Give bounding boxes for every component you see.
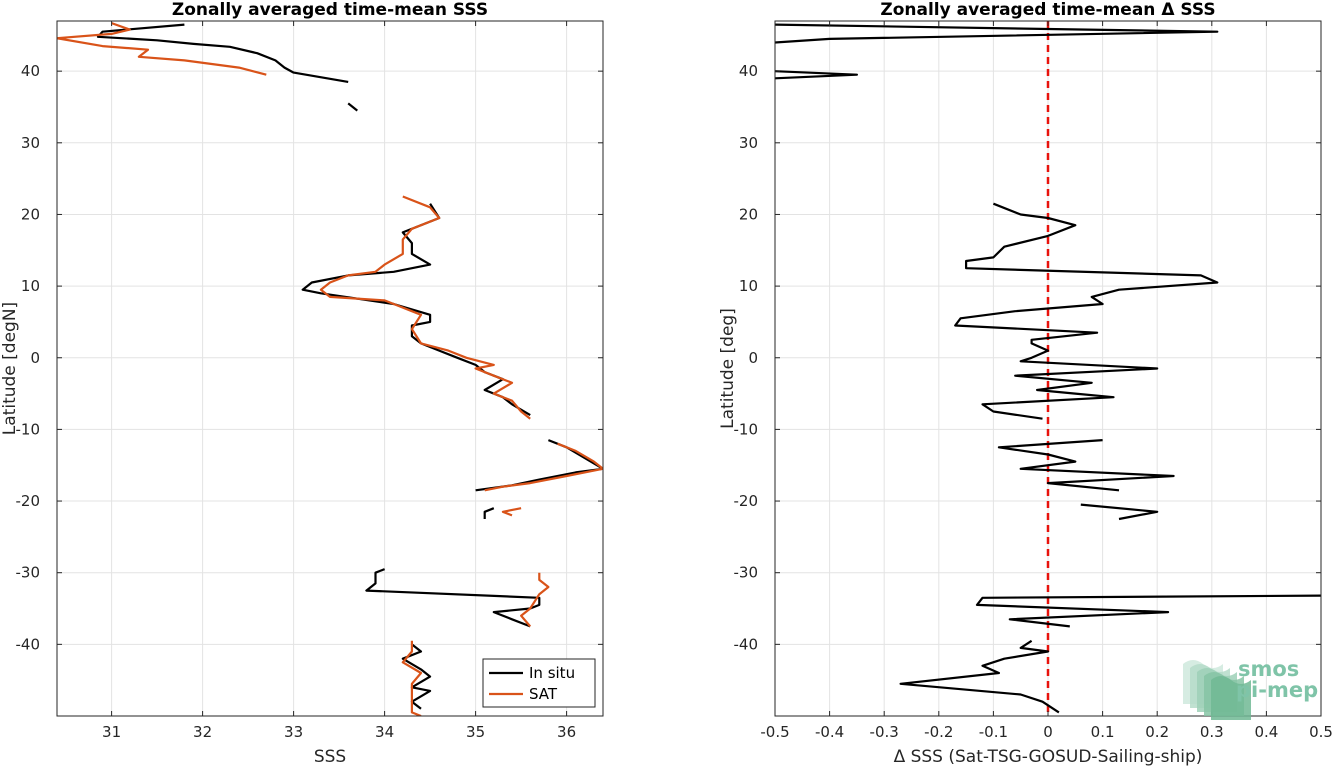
right-delta-sss-series-line xyxy=(997,439,1175,492)
left-in-situ-series-line xyxy=(483,507,495,519)
right-y-tick-label: -20 xyxy=(734,492,759,510)
right-x-tick-label: -0.3 xyxy=(870,723,899,741)
left-sat-series-line xyxy=(57,22,267,76)
left-x-tick-label: 33 xyxy=(284,723,303,741)
left-x-tick-label: 34 xyxy=(375,723,394,741)
right-x-tick-label: -0.4 xyxy=(815,723,844,741)
right-x-axis-label: Δ SSS (Sat-TSG-GOSUD-Sailing-ship) xyxy=(894,747,1203,766)
right-delta-sss-series-line xyxy=(1080,503,1159,521)
left-chart-panel: 31 32 33 34 35 36 -40 -30 -20 -10 0 10 20 30 40 Zonally… xyxy=(0,0,604,766)
left-sat-series-line xyxy=(319,195,531,420)
right-chart-panel: -0.5 -0.4 -0.3 -0.2 -0.1 0 0.1 0.2 0.3 0.4 0.5 -40 -… xyxy=(718,0,1333,766)
right-series-group xyxy=(775,23,1321,714)
left-in-situ-series-line xyxy=(365,568,541,628)
left-y-tick-label: 0 xyxy=(30,349,40,367)
logo-wave-graphic xyxy=(1183,660,1251,720)
right-x-tick-label: 0.3 xyxy=(1200,723,1224,741)
left-series-group xyxy=(57,22,603,716)
left-y-tick-label: -30 xyxy=(16,564,41,582)
logo-wave-shape xyxy=(1211,676,1251,720)
left-legend: In situ SAT xyxy=(482,658,596,708)
left-y-tick-label: 10 xyxy=(21,277,40,295)
left-chart-title: Zonally averaged time-mean SSS xyxy=(172,0,488,20)
left-y-axis-label: Latitude [degN] xyxy=(0,302,20,435)
right-x-tick-label: -0.5 xyxy=(760,723,789,741)
left-x-tick-label: 32 xyxy=(193,723,212,741)
right-y-tick-label: 10 xyxy=(739,277,758,295)
right-y-axis-label: Latitude [deg] xyxy=(718,308,738,429)
right-y-tick-label: -40 xyxy=(734,635,759,653)
right-delta-sss-series-line xyxy=(954,202,1219,420)
right-x-tick-label: -0.2 xyxy=(924,723,953,741)
left-y-tick-label: -20 xyxy=(16,492,41,510)
left-in-situ-series-line xyxy=(401,643,432,710)
right-chart-title: Zonally averaged time-mean Δ SSS xyxy=(880,0,1215,20)
right-x-tick-label: 0.1 xyxy=(1091,723,1115,741)
left-y-tick-label: 20 xyxy=(21,205,40,223)
right-y-tick-label: 30 xyxy=(739,134,758,152)
right-x-tick-label: 0.5 xyxy=(1309,723,1333,741)
left-sat-series-line xyxy=(484,442,603,492)
right-delta-sss-series-line xyxy=(975,594,1321,628)
right-x-tick-label: -0.1 xyxy=(979,723,1008,741)
legend-label-sat: SAT xyxy=(529,685,558,703)
left-in-situ-series-line xyxy=(96,23,349,83)
smos-pi-mep-logo: smos pi-mep xyxy=(1183,657,1318,720)
logo-text-smos: smos xyxy=(1238,657,1299,681)
right-y-tick-label: 40 xyxy=(739,62,758,80)
right-y-tick-label: -30 xyxy=(734,564,759,582)
logo-text-pi-mep: pi-mep xyxy=(1236,678,1318,702)
left-in-situ-series-line xyxy=(347,102,358,112)
right-delta-sss-series-line xyxy=(899,639,1060,714)
right-x-tick-label: 0 xyxy=(1043,723,1053,741)
right-x-tick-label: 0.4 xyxy=(1254,723,1278,741)
right-delta-sss-series-line xyxy=(775,23,1219,44)
right-y-tick-label: 20 xyxy=(739,205,758,223)
left-x-axis-label: SSS xyxy=(314,747,346,766)
left-y-tick-label: 30 xyxy=(21,134,40,152)
right-y-tick-label: -10 xyxy=(734,420,759,438)
left-y-tick-label: -40 xyxy=(16,635,41,653)
left-sat-series-line xyxy=(501,507,522,517)
left-y-tick-label: 40 xyxy=(21,62,40,80)
right-y-tick-label: 0 xyxy=(748,349,758,367)
left-sat-series-line xyxy=(519,572,550,628)
right-x-tick-label: 0.2 xyxy=(1145,723,1169,741)
left-axes-box xyxy=(56,20,604,717)
right-delta-sss-series-line xyxy=(775,70,859,80)
legend-label-in-situ: In situ xyxy=(529,664,575,682)
left-x-tick-label: 35 xyxy=(466,723,485,741)
left-in-situ-series-line xyxy=(301,203,531,417)
left-y-tick-label: -10 xyxy=(16,420,41,438)
legend-box xyxy=(482,658,596,708)
left-x-tick-label: 36 xyxy=(557,723,576,741)
left-sat-series-line xyxy=(401,640,423,716)
left-in-situ-series-line xyxy=(475,439,603,492)
left-x-tick-label: 31 xyxy=(102,723,121,741)
